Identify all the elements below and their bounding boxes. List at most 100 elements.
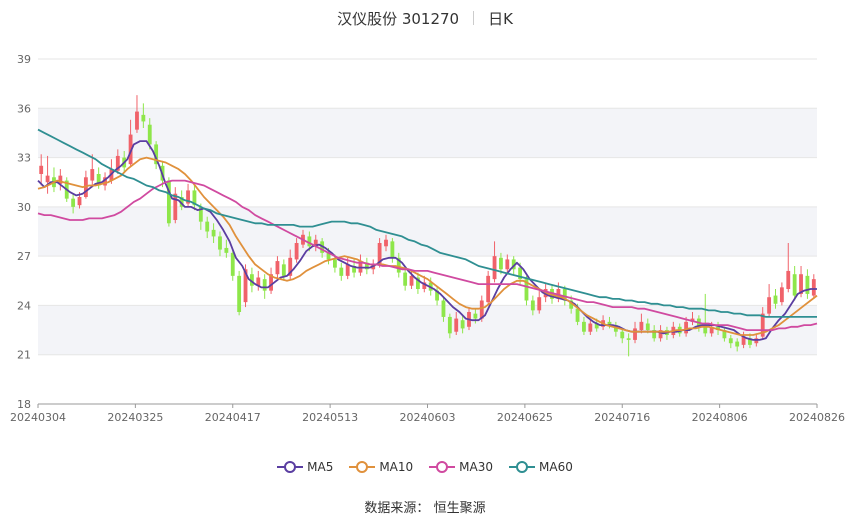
candle-body xyxy=(473,313,478,319)
candle-body xyxy=(805,275,810,294)
candle-body xyxy=(537,297,542,311)
candle-body xyxy=(735,341,740,347)
candle-body xyxy=(594,323,599,329)
candle-body xyxy=(230,252,235,276)
candle-body xyxy=(773,295,778,304)
candle-body xyxy=(582,321,586,332)
candle-body xyxy=(786,270,791,289)
candle-body xyxy=(147,124,152,145)
chart-legend: MA5 MA10 MA30 MA60 xyxy=(0,457,850,477)
candle-body xyxy=(326,252,331,260)
candle-body xyxy=(403,272,408,286)
legend-label: MA5 xyxy=(307,460,334,474)
candle-body xyxy=(652,330,657,339)
candle-body xyxy=(224,247,229,253)
data-source: 数据来源： 恒生聚源 xyxy=(0,497,850,516)
legend-marker-icon xyxy=(277,461,304,473)
candle-body xyxy=(377,243,382,265)
title-divider xyxy=(473,11,475,25)
candle-body xyxy=(620,331,625,339)
legend-item-ma5[interactable]: MA5 xyxy=(277,460,333,474)
candle-body xyxy=(748,338,752,345)
candle-body xyxy=(90,169,95,181)
candle-body xyxy=(607,321,612,326)
candle-body xyxy=(205,221,210,232)
x-tick-label: 20240603 xyxy=(400,411,456,424)
candle-body xyxy=(658,330,663,339)
candle-body xyxy=(684,321,689,334)
y-tick-label: 36 xyxy=(17,102,31,115)
x-tick-label: 20240304 xyxy=(10,411,66,424)
candle-body xyxy=(799,274,803,294)
candle-body xyxy=(447,316,452,334)
x-tick-label: 20240513 xyxy=(302,411,358,424)
candle-body xyxy=(352,266,356,273)
legend-item-ma60[interactable]: MA60 xyxy=(509,460,573,474)
y-tick-label: 21 xyxy=(17,349,31,362)
x-tick-label: 20240806 xyxy=(692,411,748,424)
candle-body xyxy=(530,300,535,311)
grid-band xyxy=(38,206,817,257)
legend-item-ma10[interactable]: MA10 xyxy=(349,460,413,474)
candle-body xyxy=(71,198,76,207)
x-tick-label: 20240716 xyxy=(594,411,650,424)
series-ma10-line xyxy=(37,156,818,336)
x-tick-label: 20240625 xyxy=(497,411,553,424)
candle-body xyxy=(243,269,248,303)
candle-body xyxy=(492,256,497,280)
candle-body xyxy=(186,190,190,204)
candle-body xyxy=(722,330,727,339)
candle-body xyxy=(77,197,82,206)
x-tick-label: 20240826 xyxy=(789,411,845,424)
candle-body xyxy=(588,323,593,332)
candle-body xyxy=(384,239,388,247)
candle-body xyxy=(173,193,178,220)
candle-body xyxy=(332,259,337,268)
candle-body xyxy=(511,259,516,270)
candle-body xyxy=(435,290,439,301)
candle-body xyxy=(262,279,267,291)
candle-body xyxy=(633,328,637,340)
series-ma5-line xyxy=(37,140,817,341)
candle-body xyxy=(409,275,414,286)
candle-body xyxy=(96,174,101,186)
series-ma30-line xyxy=(37,179,818,332)
y-tick-label: 18 xyxy=(17,398,31,411)
legend-marker-icon xyxy=(349,461,376,473)
candle-body xyxy=(179,197,184,207)
source-label: 数据来源： xyxy=(364,501,430,516)
candle-body xyxy=(524,279,529,301)
candle-body xyxy=(792,274,797,296)
candle-body xyxy=(460,320,465,329)
y-tick-label: 30 xyxy=(17,201,31,214)
candle-body xyxy=(454,318,459,332)
y-tick-label: 39 xyxy=(17,53,31,66)
candle-body xyxy=(767,297,772,314)
candle-body xyxy=(249,274,254,286)
candle-body xyxy=(499,257,503,270)
grid-band xyxy=(38,305,817,355)
candle-body xyxy=(237,275,242,312)
candle-body xyxy=(479,300,484,319)
candle-body xyxy=(281,264,286,276)
grid-band xyxy=(38,108,817,158)
candle-body xyxy=(575,308,580,322)
legend-label: MA10 xyxy=(379,460,414,474)
candle-body xyxy=(626,338,631,340)
candle-body xyxy=(256,277,261,286)
legend-item-ma30[interactable]: MA30 xyxy=(429,460,493,474)
x-tick-label: 20240417 xyxy=(205,411,261,424)
candle-body xyxy=(505,259,510,270)
period-label[interactable]: 日K xyxy=(488,9,513,28)
legend-label: MA30 xyxy=(459,460,494,474)
chart-title: 汉仪股份 301270 日K xyxy=(0,6,850,30)
candle-body xyxy=(811,279,816,296)
candle-body xyxy=(218,236,222,250)
source-value: 恒生聚源 xyxy=(433,501,486,516)
candle-body xyxy=(639,321,644,331)
x-tick-label: 20240325 xyxy=(107,411,163,424)
candle-body xyxy=(58,175,63,184)
candle-body xyxy=(569,300,574,309)
candle-body xyxy=(288,257,293,276)
candle-body xyxy=(416,277,420,289)
